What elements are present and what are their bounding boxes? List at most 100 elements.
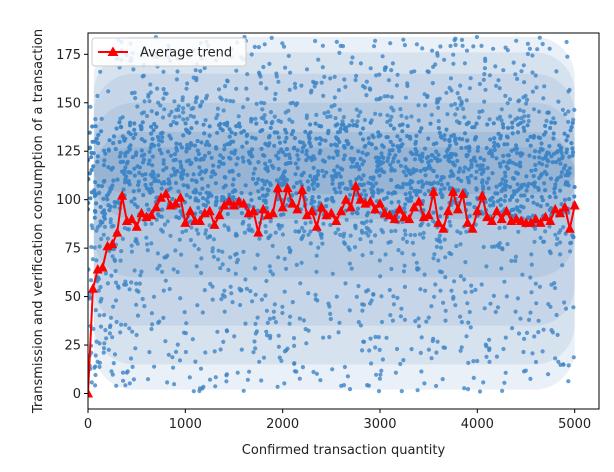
scatter-point (374, 372, 379, 377)
scatter-point (465, 301, 470, 306)
scatter-point (88, 104, 93, 109)
scatter-point (268, 233, 273, 238)
scatter-point (531, 200, 536, 205)
scatter-point (268, 269, 273, 274)
scatter-point (196, 231, 201, 236)
scatter-point (466, 320, 471, 325)
scatter-point (252, 339, 257, 344)
scatter-point (482, 72, 487, 77)
scatter-point (149, 109, 154, 114)
scatter-point (172, 382, 177, 387)
scatter-point (184, 146, 189, 151)
scatter-point (420, 46, 425, 51)
scatter-point (487, 337, 492, 342)
scatter-point (134, 332, 139, 338)
scatter-point (308, 122, 313, 127)
scatter-point (498, 136, 503, 141)
scatter-point (292, 81, 298, 86)
scatter-point (257, 196, 262, 201)
scatter-point (343, 84, 348, 89)
scatter-point (337, 181, 342, 187)
scatter-point (179, 145, 185, 150)
scatter-point (152, 143, 157, 148)
scatter-point (409, 347, 414, 352)
scatter-point (340, 167, 345, 172)
scatter-point (449, 288, 454, 293)
scatter-point (133, 346, 138, 351)
scatter-point (147, 149, 152, 154)
trend-marker (448, 186, 458, 196)
scatter-point (267, 159, 272, 164)
scatter-point (357, 182, 362, 187)
scatter-point (172, 152, 178, 157)
scatter-point (308, 220, 313, 225)
scatter-point (309, 201, 314, 206)
scatter-point (358, 109, 363, 115)
scatter-point (98, 285, 103, 290)
scatter-point (168, 233, 173, 238)
scatter-point (368, 66, 373, 71)
scatter-point (502, 185, 507, 190)
trend-marker (160, 188, 171, 198)
scatter-point (99, 220, 104, 225)
scatter-point (139, 111, 144, 116)
scatter-point (260, 193, 266, 198)
scatter-point (376, 335, 381, 340)
scatter-point (341, 115, 346, 120)
scatter-point (568, 128, 573, 133)
scatter-point (435, 174, 440, 179)
scatter-point (234, 162, 239, 167)
scatter-point (350, 55, 355, 60)
scatter-point (382, 67, 387, 73)
scatter-point (359, 220, 365, 225)
trend-marker (224, 196, 235, 206)
scatter-point (181, 133, 186, 138)
scatter-point (240, 221, 245, 226)
scatter-point (434, 156, 439, 161)
scatter-point (521, 349, 526, 355)
scatter-point (170, 355, 175, 360)
scatter-point (540, 349, 545, 354)
scatter-point (140, 172, 145, 178)
scatter-point (338, 190, 343, 195)
scatter-point (201, 202, 206, 207)
scatter-point (442, 133, 447, 138)
trend-marker (185, 205, 196, 216)
scatter-point (174, 141, 179, 146)
scatter-point (392, 168, 397, 173)
scatter-point (99, 116, 104, 121)
scatter-point (308, 229, 313, 234)
scatter-point (149, 221, 154, 226)
scatter-point (438, 187, 443, 192)
scatter-point (558, 252, 563, 257)
scatter-point (385, 94, 390, 99)
scatter-point (330, 198, 335, 203)
scatter-point (211, 237, 216, 242)
trend-marker (272, 182, 283, 193)
scatter-point (488, 301, 493, 306)
scatter-point (429, 112, 434, 117)
scatter-point (214, 195, 219, 200)
scatter-point (267, 316, 272, 321)
scatter-point (525, 123, 530, 128)
scatter-point (343, 281, 348, 286)
trend-marker (452, 203, 463, 214)
scatter-point (525, 138, 530, 143)
scatter-point (529, 252, 534, 257)
scatter-point (245, 97, 250, 102)
scatter-point (309, 157, 314, 163)
trend-marker (569, 200, 580, 210)
scatter-point (89, 167, 94, 173)
scatter-point (147, 99, 152, 104)
scatter-point (107, 138, 112, 143)
scatter-point (284, 203, 289, 208)
scatter-point (312, 84, 317, 89)
scatter-point (310, 182, 315, 187)
scatter-point (91, 151, 96, 156)
scatter-point (533, 149, 538, 154)
scatter-point (115, 177, 120, 182)
scatter-point (193, 359, 198, 364)
scatter-point (510, 120, 515, 125)
scatter-point (279, 183, 284, 188)
scatter-point (564, 180, 569, 185)
